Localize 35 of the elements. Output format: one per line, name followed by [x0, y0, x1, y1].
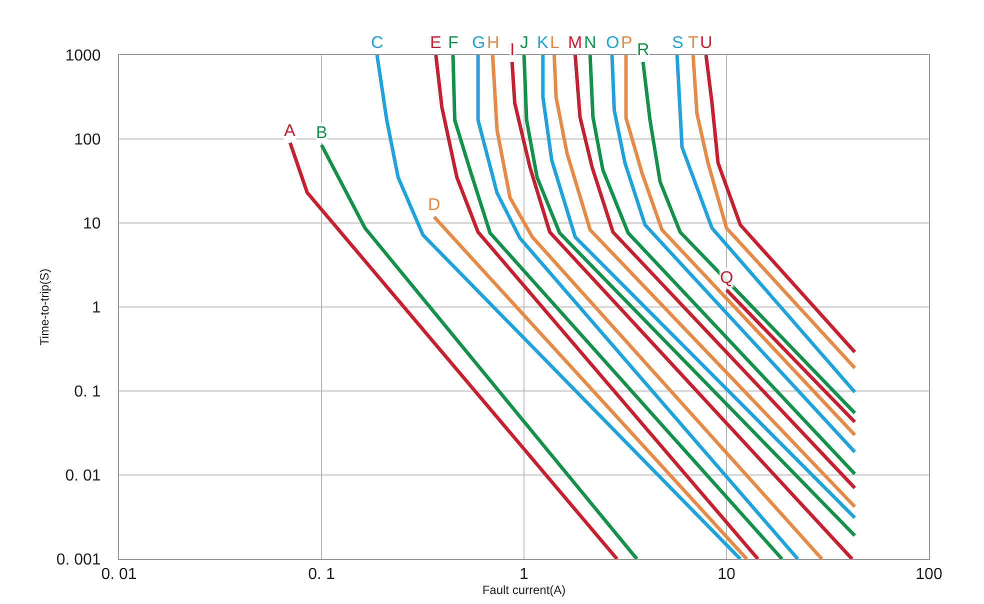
series-label: B	[316, 123, 328, 142]
series-label: E	[430, 33, 442, 52]
series-label: S	[672, 33, 684, 52]
x-tick-label: 100	[916, 566, 942, 584]
y-axis-title: Time-to-trip(S)	[38, 268, 52, 346]
series-label: G	[472, 33, 486, 52]
series-label: Q	[720, 268, 734, 287]
y-tick-label: 10	[83, 216, 101, 233]
y-tick-label: 0. 01	[65, 468, 101, 485]
series-label: R	[637, 40, 650, 59]
y-tick-label: 0. 1	[74, 384, 101, 401]
series-label: A	[284, 121, 296, 140]
series-label: D	[428, 195, 440, 214]
y-tick-label: 0. 001	[56, 552, 101, 569]
series-label: H	[487, 33, 500, 52]
series-label: K	[537, 33, 549, 52]
y-tick-label: 1	[92, 300, 101, 317]
x-tick-label: 10	[718, 566, 736, 584]
y-tick-label: 1000	[65, 48, 101, 65]
x-axis-title: Fault current(A)	[482, 583, 566, 598]
x-tick-label: 0. 1	[308, 566, 335, 584]
series-label: J	[520, 33, 528, 52]
series-label: T	[688, 33, 698, 52]
series-label: L	[550, 33, 560, 52]
series-label: O	[606, 33, 620, 52]
x-tick-label: 1	[520, 566, 529, 584]
series-label: C	[371, 33, 384, 52]
y-tick-label: 100	[74, 132, 101, 149]
series-label: U	[700, 33, 712, 52]
series-label: I	[510, 40, 515, 59]
series-label: P	[621, 33, 632, 52]
x-tick-label: 0. 01	[101, 566, 137, 584]
series-label: M	[568, 33, 582, 52]
series-label: N	[584, 33, 596, 52]
series-label: F	[448, 33, 458, 52]
